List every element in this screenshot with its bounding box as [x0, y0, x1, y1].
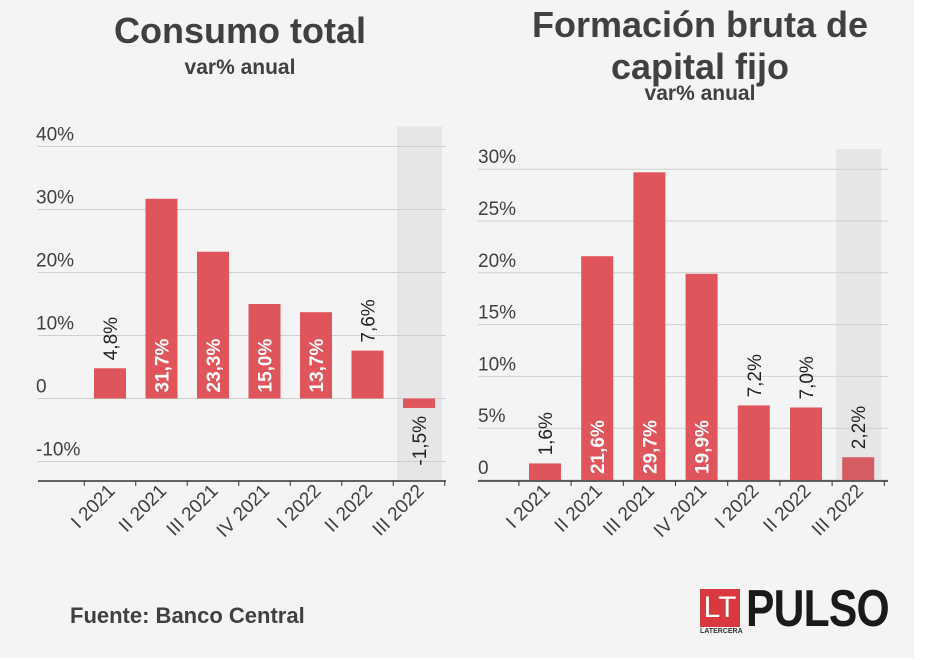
category-label: IV 2021: [650, 481, 711, 542]
chart-title-fbcf: Formación bruta de capital fijo: [500, 4, 900, 88]
category-label: II 2021: [551, 481, 607, 537]
y-tick-label: 0: [478, 458, 489, 479]
chart-0: -10% 0 10% 20% 30% 40% 4,8% I 2021 31,7% II 2021 2…: [36, 125, 446, 542]
bar: [581, 256, 614, 480]
value-label: 13,7%: [307, 339, 328, 393]
y-tick-label: 5%: [478, 406, 506, 427]
bar: [685, 273, 718, 480]
bar: [197, 251, 229, 399]
value-label: 19,9%: [693, 420, 714, 474]
value-label: -1,5%: [410, 416, 431, 466]
bar: [842, 457, 875, 480]
chart-1: 0 5% 10% 15% 20% 25% 30% 1,6% I 2021 21,6% II 2021…: [478, 147, 888, 542]
category-label: III 2021: [599, 481, 659, 541]
bar: [145, 198, 178, 399]
category-label: II 2022: [760, 481, 816, 537]
la-tercera-badge: LT: [700, 589, 740, 627]
chart-title-fbcf-line2: capital fijo: [610, 46, 790, 87]
value-label: 7,6%: [359, 299, 380, 342]
category-label: I 2021: [67, 481, 119, 533]
y-tick-label: 30%: [36, 188, 74, 209]
bar: [300, 312, 332, 399]
bar: [529, 463, 561, 480]
y-tick-label: 40%: [36, 125, 74, 146]
chart-subtitle-fbcf: var% anual: [644, 82, 756, 105]
value-label: 23,3%: [204, 339, 225, 393]
value-label: 29,7%: [640, 420, 661, 474]
y-tick-label: 20%: [36, 251, 74, 272]
y-tick-label: -10%: [36, 440, 80, 461]
chart-subtitle-consumo: var% anual: [184, 56, 296, 79]
pulso-logo: LT LATERCERA PULSO: [700, 581, 890, 637]
category-label: II 2022: [321, 481, 377, 537]
category-label: I 2022: [273, 481, 325, 533]
source-note: Fuente: Banco Central: [70, 603, 305, 628]
la-tercera-caption: LATERCERA: [700, 628, 743, 635]
highlight-band: [836, 149, 882, 481]
category-label: II 2021: [115, 481, 171, 537]
category-label: III 2021: [163, 481, 223, 541]
bar: [737, 405, 770, 480]
value-label: 1,6%: [536, 412, 557, 455]
category-label: I 2021: [502, 481, 554, 533]
category-label: I 2022: [711, 481, 763, 533]
y-tick-label: 0: [36, 377, 47, 398]
category-label: III 2022: [369, 481, 429, 541]
y-tick-label: 20%: [478, 251, 516, 272]
value-label: 7,2%: [745, 354, 766, 397]
y-tick-label: 10%: [36, 314, 74, 335]
value-label: 4,8%: [101, 317, 122, 360]
pulso-wordmark: PULSO: [746, 580, 890, 638]
chart-title-fbcf-line1: Formación bruta de: [531, 4, 869, 45]
value-label: 21,6%: [588, 420, 609, 474]
bar: [790, 407, 822, 480]
value-label: 7,0%: [797, 356, 818, 399]
highlight-band: [397, 126, 442, 481]
bar: [403, 398, 435, 408]
value-label: 31,7%: [153, 339, 174, 393]
y-tick-label: 25%: [478, 199, 516, 220]
y-tick-label: 15%: [478, 303, 516, 324]
bar: [248, 304, 281, 399]
category-label: III 2022: [808, 481, 868, 541]
value-label: 2,2%: [849, 406, 870, 449]
category-label: IV 2021: [213, 481, 274, 542]
y-tick-label: 30%: [478, 147, 516, 168]
chart-title-consumo: Consumo total: [114, 10, 366, 51]
bar: [94, 368, 126, 399]
y-tick-label: 10%: [478, 354, 516, 375]
bar: [351, 350, 384, 399]
bar: [633, 172, 666, 481]
value-label: 15,0%: [256, 339, 277, 393]
